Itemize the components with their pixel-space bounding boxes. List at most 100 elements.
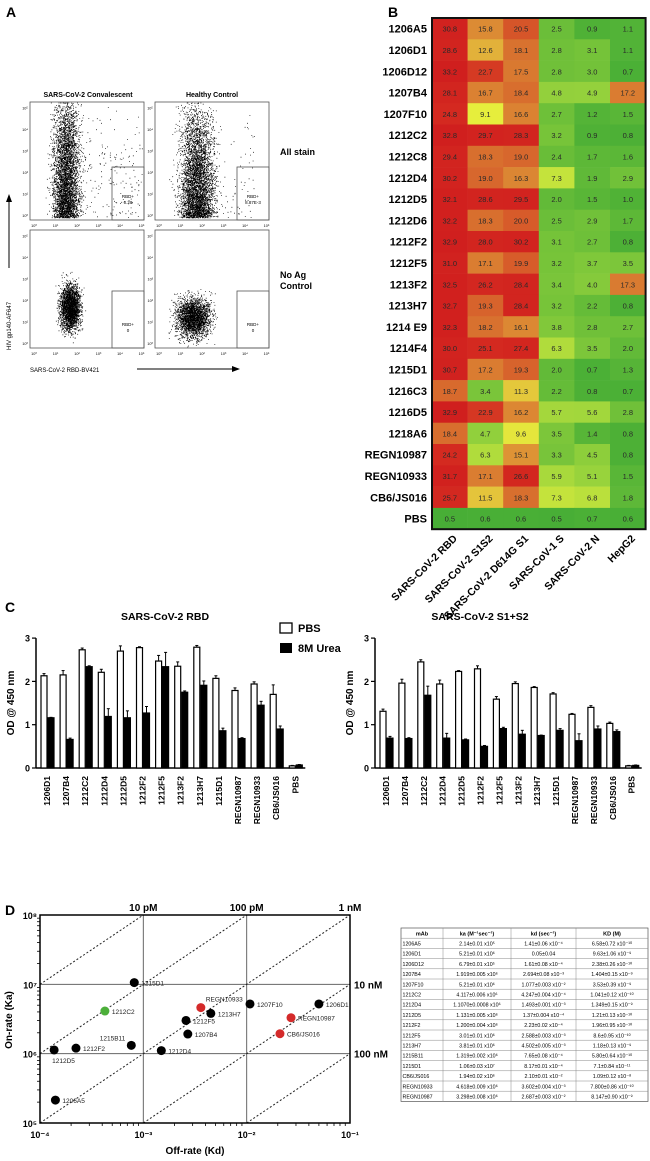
x-tick-label: 10⁵ xyxy=(264,224,270,228)
heatmap-row-label: 1214F4 xyxy=(390,343,428,355)
y-tick-label: 0 xyxy=(25,764,30,774)
cell-value: 17.2 xyxy=(478,365,493,374)
x-tick-label: 10⁵ xyxy=(264,352,270,356)
cell-value: 4.9 xyxy=(587,89,597,98)
table-cell: 3.53±0.39 x10⁻⁹ xyxy=(593,982,632,988)
x-tick-label: 1213H7 xyxy=(195,776,205,806)
table-cell: 1212F5 xyxy=(403,1033,421,1039)
cell-value: 2.5 xyxy=(551,25,561,34)
cell-value: 0.8 xyxy=(623,131,633,140)
cell-value: 1.9 xyxy=(587,174,597,183)
cell-value: 22.9 xyxy=(478,408,493,417)
heatmap-cell xyxy=(467,422,504,445)
bar-chart: SARS-CoV-2 RBD 0 1 2 3 OD @ 450 nm 1206D1 1207B… xyxy=(6,611,306,824)
heatmap-cell xyxy=(574,81,611,104)
table-cell: 4.247±0.004 x10⁻⁴ xyxy=(521,993,566,999)
cell-value: 31.7 xyxy=(442,472,457,481)
y-tick-label: 10⁵ xyxy=(147,107,153,111)
data-point xyxy=(50,1095,60,1105)
cell-value: 32.5 xyxy=(442,280,457,289)
table-cell: REGN10987 xyxy=(403,1095,433,1101)
heatmap-cell xyxy=(538,81,575,104)
bar-urea xyxy=(200,684,208,769)
heatmap-cell xyxy=(467,39,504,61)
cell-value: 0.6 xyxy=(516,515,526,524)
bar-pbs xyxy=(269,693,277,769)
x-tick-label: 1215D1 xyxy=(551,776,561,806)
heatmap-row-label: 1212D4 xyxy=(388,173,427,185)
heatmap-cell xyxy=(574,188,611,210)
x-tick-label: 10⁰ xyxy=(31,352,37,356)
heatmap-cell xyxy=(574,18,611,40)
heatmap-cell xyxy=(467,401,504,423)
heatmap-cell xyxy=(432,103,468,125)
heatmap-cell xyxy=(610,401,646,423)
cell-value: 16.3 xyxy=(514,174,529,183)
cell-value: 19.3 xyxy=(478,302,493,311)
cell-value: 2.7 xyxy=(587,238,597,247)
table-cell: 1206D1 xyxy=(403,952,422,958)
cell-value: 28.4 xyxy=(514,280,529,289)
panel-label: C xyxy=(5,599,15,615)
data-point xyxy=(206,1008,216,1018)
heatmap-cell xyxy=(610,209,646,232)
cell-value: 4.7 xyxy=(480,429,490,438)
heatmap-cell xyxy=(538,145,575,168)
bar-pbs xyxy=(193,646,201,769)
table-cell: 6.79±0.01 x10⁵ xyxy=(459,962,495,968)
cell-value: 1.1 xyxy=(623,25,633,34)
x-tick-label: 10⁵ xyxy=(139,224,145,228)
cell-value: 24.2 xyxy=(442,451,457,460)
panel-label: A xyxy=(6,4,16,20)
table-cell: 1.06±0.03 x10⁷ xyxy=(459,1064,495,1070)
table-frame xyxy=(400,927,649,1102)
cell-value: 2.4 xyxy=(551,152,561,161)
cell-value: 0.7 xyxy=(623,67,633,76)
cell-value: 2.9 xyxy=(623,174,633,183)
x-tick-label: 10⁻¹ xyxy=(341,1130,359,1140)
cell-value: 3.5 xyxy=(551,429,561,438)
kd-label-right: 100 nM xyxy=(354,1050,388,1061)
cell-value: 17.3 xyxy=(620,280,635,289)
heatmap-cell xyxy=(467,231,504,253)
arrow-head xyxy=(232,366,240,372)
y-tick-label: 10⁵ xyxy=(23,1119,37,1129)
y-tick-label: 10² xyxy=(23,171,29,175)
heatmap-cell xyxy=(503,401,540,423)
heatmap-cell xyxy=(538,294,575,317)
cell-value: 27.4 xyxy=(514,344,529,353)
heatmap-cell xyxy=(467,444,504,466)
cell-value: 28.6 xyxy=(442,46,457,55)
x-tick-label: 1212F5 xyxy=(157,776,167,805)
cell-value: 32.8 xyxy=(442,131,457,140)
heatmap-row-label: 1215D1 xyxy=(388,364,427,376)
data-point xyxy=(156,1046,166,1056)
cell-value: 2.7 xyxy=(623,323,633,332)
heatmap-cell xyxy=(467,167,504,189)
heatmap-column-label: SARS-CoV-2 RBD xyxy=(389,533,460,604)
bar-pbs xyxy=(97,671,105,769)
data-point xyxy=(314,999,324,1009)
table-cell: 4.502±0.005 x10⁻³ xyxy=(522,1044,566,1050)
cell-value: 1.0 xyxy=(623,195,633,204)
bar-pbs xyxy=(587,706,595,769)
y-tick-label: 10³ xyxy=(23,278,29,282)
y-axis-label: OD @ 450 nm xyxy=(345,671,356,736)
heatmap-cell xyxy=(432,507,468,530)
cell-value: 26.2 xyxy=(478,280,493,289)
bar-urea xyxy=(462,739,470,769)
cell-value: 3.2 xyxy=(551,259,561,268)
cell-value: 33.2 xyxy=(442,67,457,76)
heatmap-cell xyxy=(610,486,646,509)
cell-value: 3.4 xyxy=(480,387,490,396)
table-cell: 1.61±0.08 x10⁻⁴ xyxy=(524,962,563,968)
cell-value: 32.7 xyxy=(442,302,457,311)
cell-value: 29.5 xyxy=(514,195,529,204)
heatmap-cell xyxy=(503,316,540,338)
heatmap-cell xyxy=(574,145,611,168)
heatmap-cell xyxy=(610,273,646,296)
x-tick-label: 10³ xyxy=(96,352,102,356)
cell-value: 18.3 xyxy=(514,493,529,502)
table-cell: 3.81±0.01 x10⁶ xyxy=(459,1044,495,1050)
cell-value: 1.2 xyxy=(587,110,597,119)
